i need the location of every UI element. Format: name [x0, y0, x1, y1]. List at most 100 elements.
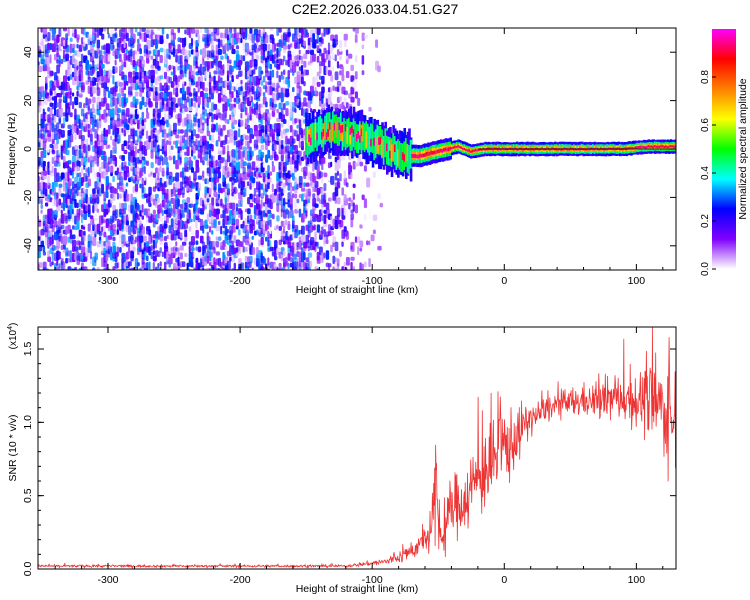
heatmap-cell — [341, 155, 346, 161]
heatmap-cell — [233, 130, 238, 141]
heatmap-cell — [40, 156, 44, 167]
heatmap-cell — [339, 55, 342, 61]
heatmap-cell — [148, 50, 152, 55]
heatmap-cell — [92, 86, 96, 94]
heatmap-cell — [208, 71, 211, 79]
heatmap-cell — [267, 50, 270, 60]
heatmap-cell — [51, 219, 55, 225]
heatmap-cell — [53, 95, 58, 105]
heatmap-cell — [224, 134, 228, 144]
heatmap-cell — [251, 267, 255, 270]
heatmap-cell — [146, 130, 149, 140]
heatmap-cell — [71, 47, 75, 53]
heatmap-cell — [193, 250, 196, 258]
heatmap-cell — [240, 241, 244, 248]
spectrogram-x-tick-label: -100 — [362, 275, 383, 287]
heatmap-cell — [60, 251, 65, 259]
heatmap-cell — [38, 181, 41, 192]
heatmap-cell — [285, 145, 290, 153]
heatmap-cell — [267, 112, 271, 121]
heatmap-signal-cell — [639, 145, 643, 149]
heatmap-cell — [363, 261, 367, 268]
heatmap-cell — [128, 134, 131, 144]
heatmap-cell — [256, 171, 259, 179]
heatmap-cell — [87, 166, 90, 176]
heatmap-cell — [224, 80, 227, 88]
heatmap-cell — [199, 197, 203, 207]
heatmap-cell — [265, 143, 268, 151]
heatmap-cell — [76, 251, 80, 261]
heatmap-cell — [323, 28, 326, 37]
heatmap-cell — [181, 77, 185, 85]
heatmap-cell — [235, 161, 241, 171]
heatmap-cell — [224, 101, 228, 112]
heatmap-cell — [213, 183, 217, 191]
spectrogram-heatmap — [38, 28, 676, 270]
heatmap-cell — [215, 159, 218, 167]
heatmap-cell — [202, 146, 206, 156]
heatmap-cell — [107, 50, 111, 55]
heatmap-signal-cell — [351, 121, 354, 151]
heatmap-cell — [62, 235, 68, 245]
heatmap-cell — [215, 122, 218, 132]
heatmap-cell — [125, 32, 129, 42]
heatmap-cell — [112, 146, 116, 151]
heatmap-cell — [321, 75, 325, 84]
heatmap-cell — [314, 203, 319, 208]
heatmap-cell — [300, 129, 304, 139]
heatmap-cell — [53, 113, 57, 123]
heatmap-cell — [332, 255, 336, 264]
heatmap-cell — [249, 235, 252, 245]
heatmap-cell — [244, 135, 249, 141]
heatmap-cell — [101, 82, 104, 89]
heatmap-cell — [327, 162, 331, 169]
heatmap-cell — [114, 156, 118, 167]
heatmap-cell — [89, 133, 93, 142]
heatmap-cell — [51, 224, 55, 233]
heatmap-signal-cell — [436, 149, 440, 154]
heatmap-cell — [123, 202, 127, 211]
heatmap-cell — [112, 65, 116, 75]
heatmap-cell — [211, 181, 214, 191]
heatmap-cell — [155, 48, 158, 56]
heatmap-cell — [89, 240, 93, 246]
heatmap-cell — [190, 28, 196, 34]
heatmap-cell — [352, 80, 357, 89]
heatmap-cell — [366, 240, 369, 246]
heatmap-cell — [278, 225, 282, 231]
heatmap-cell — [186, 96, 190, 103]
heatmap-cell — [354, 236, 358, 243]
heatmap-cell — [175, 241, 178, 247]
heatmap-cell — [148, 97, 151, 106]
heatmap-cell — [172, 44, 176, 55]
heatmap-cell — [256, 246, 259, 255]
heatmap-cell — [107, 240, 111, 249]
heatmap-cell — [336, 258, 340, 267]
heatmap-signal-cell — [408, 145, 411, 174]
heatmap-cell — [327, 42, 331, 51]
heatmap-signal-cell — [424, 153, 427, 158]
heatmap-cell — [251, 111, 254, 121]
heatmap-signal-cell — [450, 147, 454, 150]
heatmap-cell — [65, 38, 68, 48]
heatmap-cell — [251, 134, 255, 139]
heatmap-cell — [74, 198, 77, 209]
heatmap-cell — [49, 149, 52, 154]
heatmap-cell — [110, 150, 113, 159]
heatmap-cell — [240, 119, 244, 127]
heatmap-cell — [65, 69, 68, 76]
heatmap-cell — [67, 236, 71, 243]
heatmap-cell — [44, 113, 48, 120]
heatmap-cell — [339, 219, 344, 228]
heatmap-cell — [161, 98, 165, 106]
heatmap-cell — [224, 183, 228, 189]
heatmap-cell — [107, 90, 111, 99]
heatmap-cell — [224, 43, 228, 51]
heatmap-cell — [186, 197, 191, 204]
heatmap-cell — [184, 151, 187, 156]
heatmap-cell — [141, 111, 145, 120]
heatmap-cell — [283, 140, 286, 147]
heatmap-cell — [69, 95, 72, 106]
heatmap-cell — [260, 263, 264, 270]
heatmap-cell — [238, 119, 241, 128]
